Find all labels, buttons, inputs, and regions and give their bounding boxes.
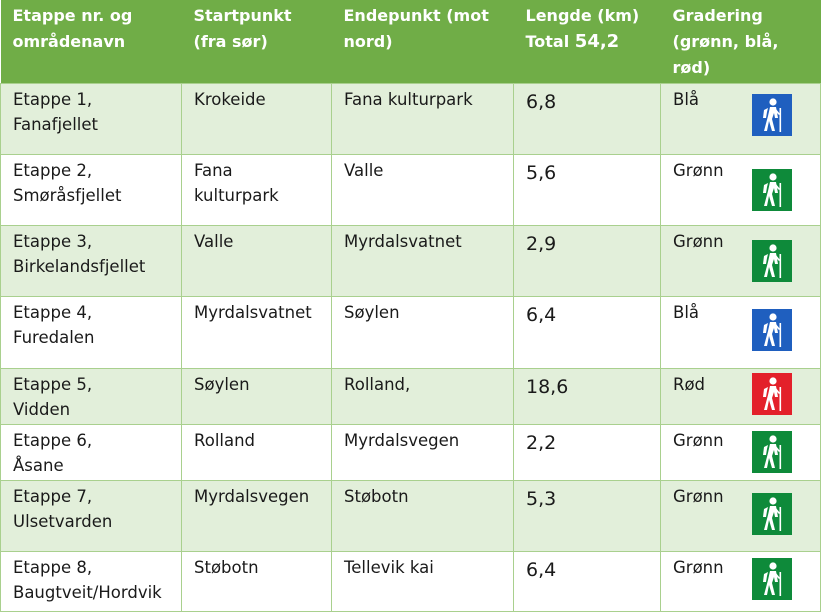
hiker-green-icon (752, 493, 792, 535)
cell-stage: Etappe 5, Vidden (0, 368, 182, 425)
cell-end: Fana kulturpark (331, 83, 514, 155)
total-value: 54,2 (574, 31, 620, 52)
cell-start: Krokeide (181, 83, 332, 155)
cell-end: Myrdalsvegen (331, 424, 514, 481)
cell-length: 6,4 (513, 551, 661, 612)
cell-end: Søylen (331, 296, 514, 369)
cell-stage: Etappe 7, Ulsetvarden (0, 480, 182, 552)
cell-length: 18,6 (513, 368, 661, 425)
cell-grade: Rød (660, 368, 821, 425)
grade-label: Grønn (673, 161, 724, 180)
grade-label: Grønn (673, 232, 724, 251)
hiker-blue-icon (752, 94, 792, 136)
header-row: Etappe nr. og områdenavn Startpunkt (fra… (0, 0, 821, 84)
cell-end: Tellevik kai (331, 551, 514, 612)
cell-start: Myrdalsvegen (181, 480, 332, 552)
header-grade: Gradering (grønn, blå, rød) (660, 0, 821, 84)
table-row: Etappe 2, Smøråsfjellet Fana kulturpark Vall… (0, 154, 821, 226)
cell-length: 5,3 (513, 480, 661, 552)
cell-grade: Grønn (660, 480, 821, 552)
grade-label: Rød (673, 375, 706, 394)
cell-length: 2,9 (513, 225, 661, 297)
table-row: Etappe 8, Baugtveit/Hordvik Støbotn Tellevi… (0, 551, 821, 612)
grade-label: Grønn (673, 487, 724, 506)
cell-grade: Grønn (660, 551, 821, 612)
total-label: Total (525, 32, 570, 51)
cell-grade: Grønn (660, 424, 821, 481)
cell-start: Rolland (181, 424, 332, 481)
cell-grade: Grønn (660, 154, 821, 226)
cell-end: Myrdalsvatnet (331, 225, 514, 297)
cell-grade: Grønn (660, 225, 821, 297)
cell-stage: Etappe 1, Fanafjellet (0, 83, 182, 155)
hiker-green-icon (752, 169, 792, 211)
header-end: Endepunkt (mot nord) (331, 0, 514, 84)
cell-length: 5,6 (513, 154, 661, 226)
cell-length: 6,8 (513, 83, 661, 155)
table-row: Etappe 4, Furedalen Myrdalsvatnet Søylen 6,4… (0, 296, 821, 369)
table-row: Etappe 3, Birkelandsfjellet Valle Myrdalsva… (0, 225, 821, 297)
table-row: Etappe 7, Ulsetvarden Myrdalsvegen Støbotn 5… (0, 480, 821, 552)
hiker-green-icon (752, 558, 792, 600)
cell-end: Støbotn (331, 480, 514, 552)
cell-grade: Blå (660, 296, 821, 369)
cell-stage: Etappe 8, Baugtveit/Hordvik (0, 551, 182, 612)
header-stage: Etappe nr. og områdenavn (0, 0, 182, 84)
cell-start: Søylen (181, 368, 332, 425)
hiker-blue-icon (752, 309, 792, 351)
table-row: Etappe 5, Vidden Søylen Rolland, 18,6 Rød (0, 368, 821, 425)
cell-end: Rolland, (331, 368, 514, 425)
hiker-green-icon (752, 240, 792, 282)
cell-stage: Etappe 6, Åsane (0, 424, 182, 481)
cell-stage: Etappe 2, Smøråsfjellet (0, 154, 182, 226)
grade-label: Grønn (673, 558, 724, 577)
header-length: Lengde (km) Total 54,2 (513, 0, 661, 84)
cell-stage: Etappe 4, Furedalen (0, 296, 182, 369)
grade-label: Blå (673, 303, 700, 322)
table-row: Etappe 1, Fanafjellet Krokeide Fana kulturp… (0, 83, 821, 155)
cell-stage: Etappe 3, Birkelandsfjellet (0, 225, 182, 297)
hiker-red-icon (752, 373, 792, 415)
grade-label: Grønn (673, 431, 724, 450)
cell-start: Fana kulturpark (181, 154, 332, 226)
header-start: Startpunkt (fra sør) (181, 0, 332, 84)
cell-length: 2,2 (513, 424, 661, 481)
cell-length: 6,4 (513, 296, 661, 369)
cell-start: Myrdalsvatnet (181, 296, 332, 369)
grade-label: Blå (673, 90, 700, 109)
cell-start: Støbotn (181, 551, 332, 612)
cell-end: Valle (331, 154, 514, 226)
table-row: Etappe 6, Åsane Rolland Myrdalsvegen 2,2 Grøn… (0, 424, 821, 481)
cell-start: Valle (181, 225, 332, 297)
cell-grade: Blå (660, 83, 821, 155)
hiker-green-icon (752, 431, 792, 473)
